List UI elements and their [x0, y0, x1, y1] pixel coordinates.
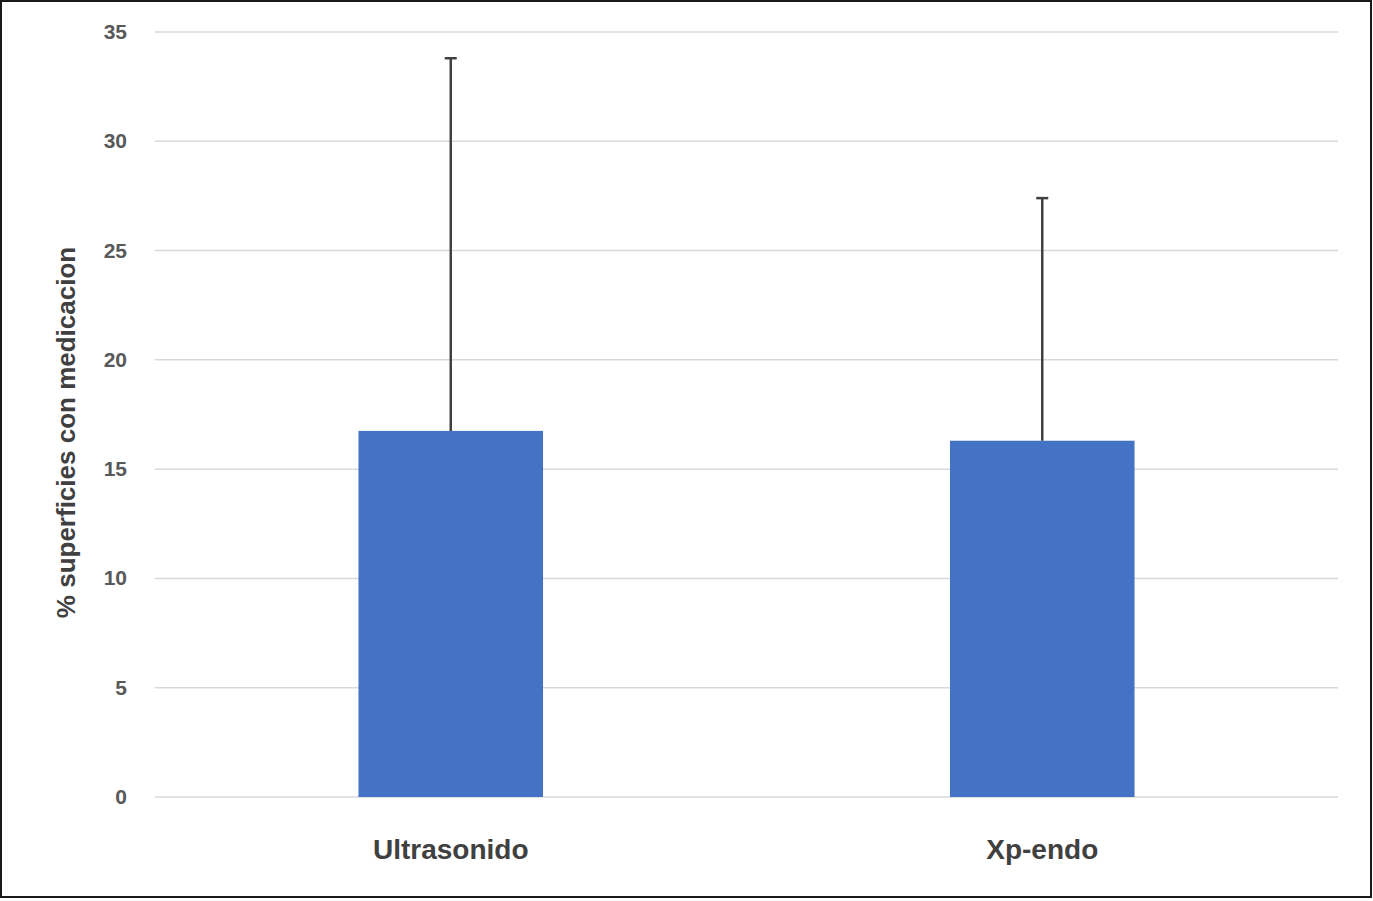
- grid-line: [155, 31, 1338, 33]
- grid-line: [155, 250, 1338, 252]
- y-tick-label: 5: [115, 676, 127, 699]
- y-tick-label: 10: [104, 566, 127, 589]
- y-tick-label: 20: [104, 348, 127, 371]
- y-tick-label: 15: [104, 457, 128, 480]
- error-bar: [445, 58, 457, 431]
- grid-line: [155, 796, 1338, 798]
- bars: [358, 58, 1134, 797]
- grid-line: [155, 578, 1338, 580]
- bar: [358, 431, 543, 797]
- chart: 0 5 10 15 20 25 30 35 % superficies con medicaci…: [0, 0, 1373, 901]
- x-tick-label: Xp-endo: [986, 834, 1098, 865]
- y-tick-label: 25: [104, 239, 128, 262]
- grid-line: [155, 687, 1338, 689]
- error-bar: [1036, 198, 1048, 441]
- grid-line: [155, 468, 1338, 470]
- x-tick-label: Ultrasonido: [373, 834, 529, 865]
- y-tick-label: 0: [115, 785, 127, 808]
- grid-line: [155, 141, 1338, 143]
- y-tick-label: 30: [104, 129, 127, 152]
- bar: [950, 441, 1135, 797]
- y-axis-label: % superficies con medicacion: [51, 247, 81, 618]
- y-tick-label: 35: [104, 20, 128, 43]
- frame: [1, 1, 1371, 897]
- grid-line: [155, 359, 1338, 361]
